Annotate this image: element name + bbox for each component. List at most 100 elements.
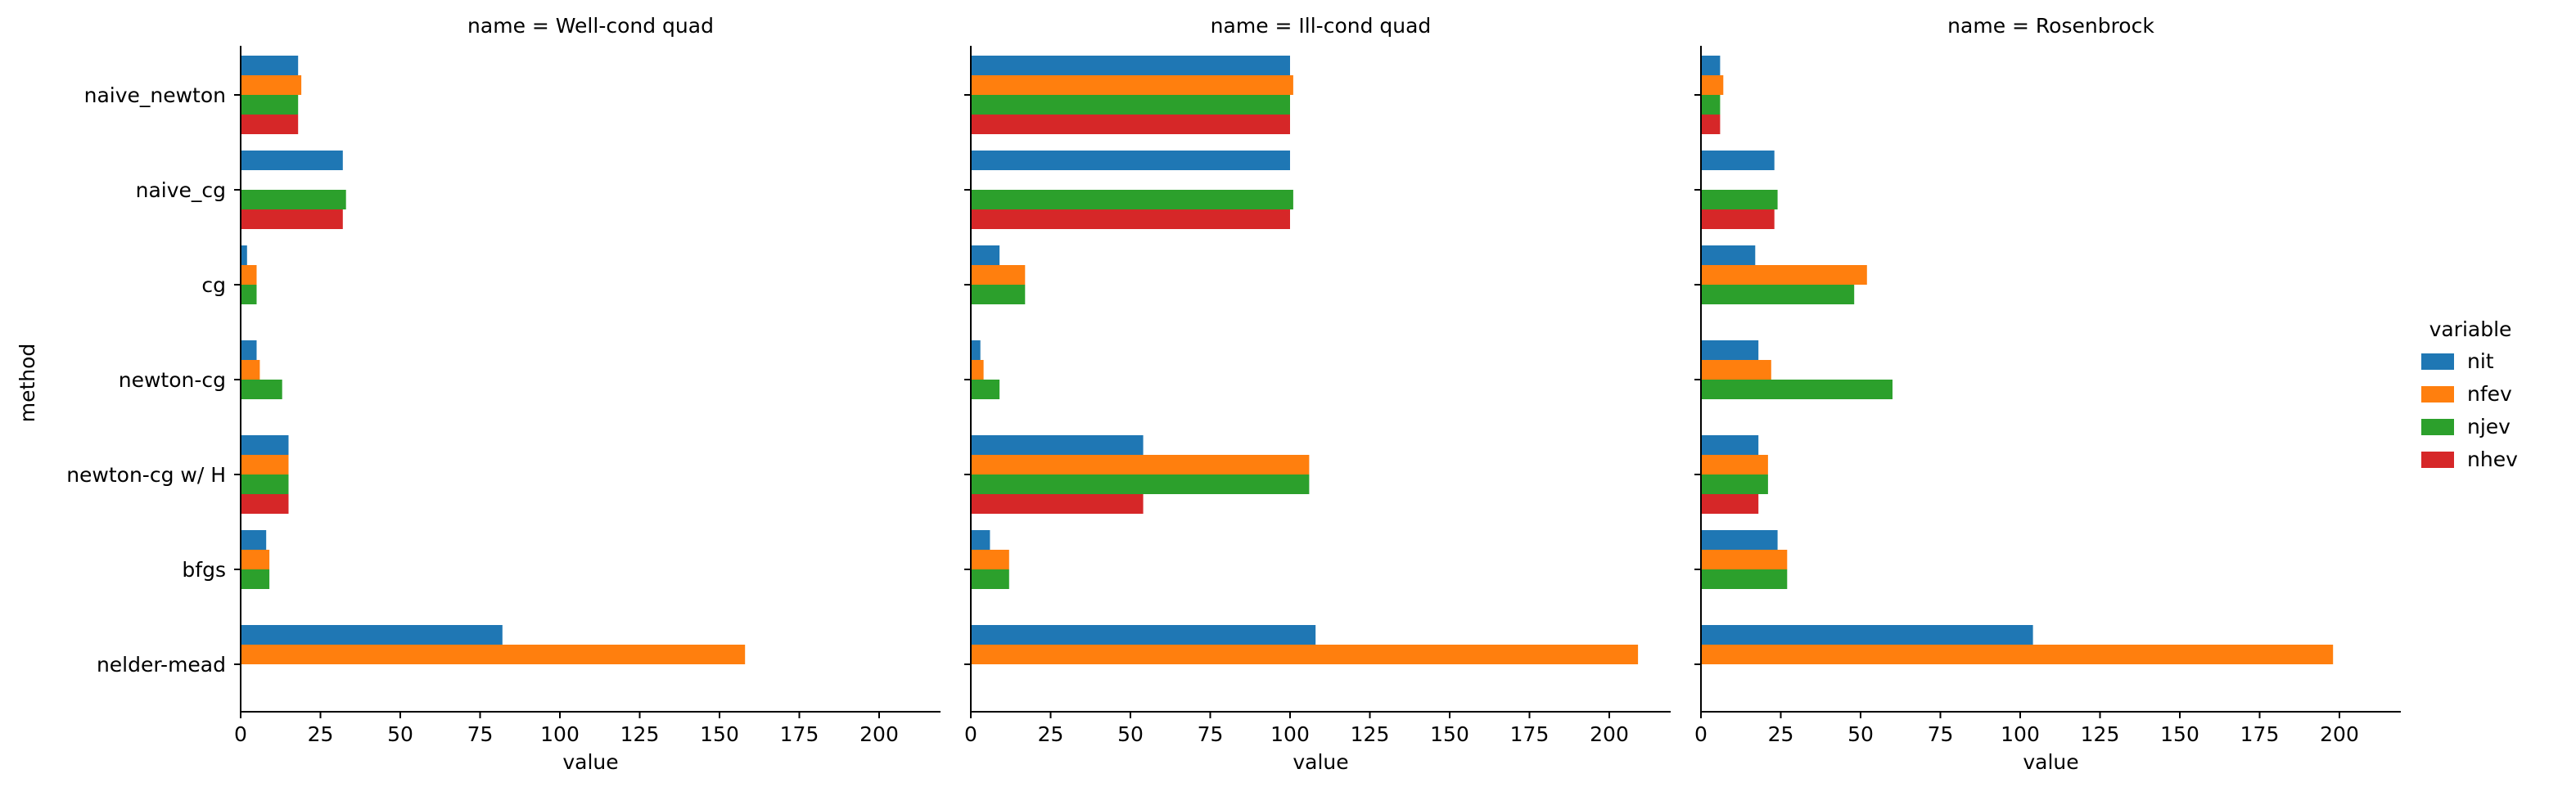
y-axis-label: method xyxy=(16,344,39,423)
bar-nfev-newton-cg-panel3 xyxy=(1701,360,1771,380)
bar-njev-newton-cg-panel1 xyxy=(241,380,282,399)
bar-njev-naive-newton-panel3 xyxy=(1701,95,1721,115)
bar-nit-newton-cg-panel3 xyxy=(1701,340,1759,360)
x-tick-label: 100 xyxy=(540,722,580,746)
bar-nit-bfgs-panel2 xyxy=(971,530,990,550)
legend-swatch-nhev xyxy=(2421,452,2454,468)
y-tick-label: newton-cg xyxy=(119,368,226,392)
x-tick-label: 100 xyxy=(2001,722,2040,746)
bar-nit-naive-newton-panel3 xyxy=(1701,56,1721,75)
x-tick-label: 0 xyxy=(1694,722,1708,746)
bar-nfev-bfgs-panel2 xyxy=(971,550,1009,569)
bar-nit-newton-cg-panel1 xyxy=(241,340,257,360)
bar-nit-cg-panel3 xyxy=(1701,245,1756,265)
bar-nhev-naive-newton-panel3 xyxy=(1701,115,1721,134)
x-tick-label: 175 xyxy=(780,722,819,746)
x-tick-label: 150 xyxy=(1430,722,1469,746)
legend-label-nit: nit xyxy=(2467,349,2494,373)
x-tick-label: 75 xyxy=(1198,722,1224,746)
bar-nit-nelder-mead-panel2 xyxy=(971,625,1316,645)
bar-nhev-naive-cg-panel2 xyxy=(971,209,1290,229)
bar-njev-naive-cg-panel1 xyxy=(241,190,346,209)
bar-nhev-newton-cg-w-h-panel3 xyxy=(1701,494,1759,514)
bar-njev-newton-cg-panel2 xyxy=(971,380,1000,399)
legend-swatch-nit xyxy=(2421,353,2454,370)
x-axis-label-panel3: value xyxy=(2023,750,2078,774)
bar-nit-newton-cg-w-h-panel2 xyxy=(971,435,1144,455)
legend-label-nhev: nhev xyxy=(2467,447,2518,471)
bar-nfev-newton-cg-w-h-panel2 xyxy=(971,455,1310,474)
y-tick-label: nelder-mead xyxy=(97,653,226,677)
bar-nit-nelder-mead-panel3 xyxy=(1701,625,2033,645)
x-tick-label: 25 xyxy=(308,722,334,746)
x-tick-label: 50 xyxy=(1847,722,1874,746)
bar-nfev-naive-newton-panel1 xyxy=(241,75,302,95)
bar-nfev-nelder-mead-panel1 xyxy=(241,645,746,664)
bar-nfev-newton-cg-w-h-panel1 xyxy=(241,455,289,474)
bar-nhev-naive-cg-panel3 xyxy=(1701,209,1775,229)
bar-nit-naive-cg-panel3 xyxy=(1701,151,1775,170)
panel-title-1: name = Well-cond quad xyxy=(467,14,714,38)
x-tick-label: 175 xyxy=(2240,722,2280,746)
bar-nit-naive-newton-panel2 xyxy=(971,56,1290,75)
bar-nfev-bfgs-panel3 xyxy=(1701,550,1788,569)
x-tick-label: 125 xyxy=(2081,722,2120,746)
bar-nit-naive-newton-panel1 xyxy=(241,56,299,75)
x-tick-label: 25 xyxy=(1768,722,1794,746)
bar-nfev-newton-cg-panel2 xyxy=(971,360,984,380)
x-tick-label: 50 xyxy=(387,722,413,746)
bar-njev-naive-cg-panel2 xyxy=(971,190,1293,209)
x-tick-label: 200 xyxy=(2320,722,2359,746)
x-tick-label: 125 xyxy=(620,722,660,746)
bar-njev-naive-newton-panel1 xyxy=(241,95,299,115)
legend-label-njev: njev xyxy=(2467,415,2511,438)
x-tick-label: 150 xyxy=(2160,722,2199,746)
x-tick-label: 175 xyxy=(1510,722,1550,746)
x-tick-label: 0 xyxy=(234,722,247,746)
bar-nfev-cg-panel3 xyxy=(1701,265,1867,285)
bar-nit-cg-panel2 xyxy=(971,245,1000,265)
bar-njev-newton-cg-w-h-panel1 xyxy=(241,474,289,494)
bar-nfev-naive-newton-panel2 xyxy=(971,75,1293,95)
panel-title-2: name = Ill-cond quad xyxy=(1211,14,1432,38)
bar-nfev-cg-panel2 xyxy=(971,265,1026,285)
bar-nhev-naive-newton-panel1 xyxy=(241,115,299,134)
x-tick-label: 200 xyxy=(1590,722,1629,746)
panel-title-3: name = Rosenbrock xyxy=(1947,14,2154,38)
bar-nfev-naive-newton-panel3 xyxy=(1701,75,1724,95)
bar-njev-cg-panel2 xyxy=(971,285,1026,304)
y-tick-label: newton-cg w/ H xyxy=(66,463,226,487)
bar-njev-naive-cg-panel3 xyxy=(1701,190,1778,209)
bar-njev-bfgs-panel3 xyxy=(1701,569,1788,589)
bar-nfev-bfgs-panel1 xyxy=(241,550,270,569)
x-tick-label: 125 xyxy=(1351,722,1390,746)
bar-nhev-naive-newton-panel2 xyxy=(971,115,1290,134)
bar-njev-newton-cg-w-h-panel2 xyxy=(971,474,1310,494)
bar-nit-naive-cg-panel2 xyxy=(971,151,1290,170)
bar-nit-naive-cg-panel1 xyxy=(241,151,343,170)
bar-nhev-newton-cg-w-h-panel2 xyxy=(971,494,1144,514)
bar-nit-cg-panel1 xyxy=(241,245,247,265)
bar-nhev-naive-cg-panel1 xyxy=(241,209,343,229)
legend-swatch-nfev xyxy=(2421,386,2454,402)
bar-nfev-nelder-mead-panel3 xyxy=(1701,645,2334,664)
x-tick-label: 100 xyxy=(1270,722,1310,746)
bar-njev-cg-panel1 xyxy=(241,285,257,304)
x-tick-label: 0 xyxy=(964,722,977,746)
bar-njev-naive-newton-panel2 xyxy=(971,95,1290,115)
x-tick-label: 150 xyxy=(700,722,739,746)
bar-nit-newton-cg-w-h-panel1 xyxy=(241,435,289,455)
bar-nfev-newton-cg-w-h-panel3 xyxy=(1701,455,1768,474)
bar-nfev-cg-panel1 xyxy=(241,265,257,285)
bar-njev-bfgs-panel2 xyxy=(971,569,1009,589)
bar-nfev-nelder-mead-panel2 xyxy=(971,645,1639,664)
y-tick-label: bfgs xyxy=(182,558,226,582)
y-tick-label: naive_cg xyxy=(136,178,226,202)
legend-title: variable xyxy=(2429,317,2512,341)
bar-nit-newton-cg-panel2 xyxy=(971,340,981,360)
legend-swatch-njev xyxy=(2421,419,2454,435)
bar-nit-bfgs-panel1 xyxy=(241,530,267,550)
bar-nfev-newton-cg-panel1 xyxy=(241,360,260,380)
x-tick-label: 200 xyxy=(859,722,899,746)
